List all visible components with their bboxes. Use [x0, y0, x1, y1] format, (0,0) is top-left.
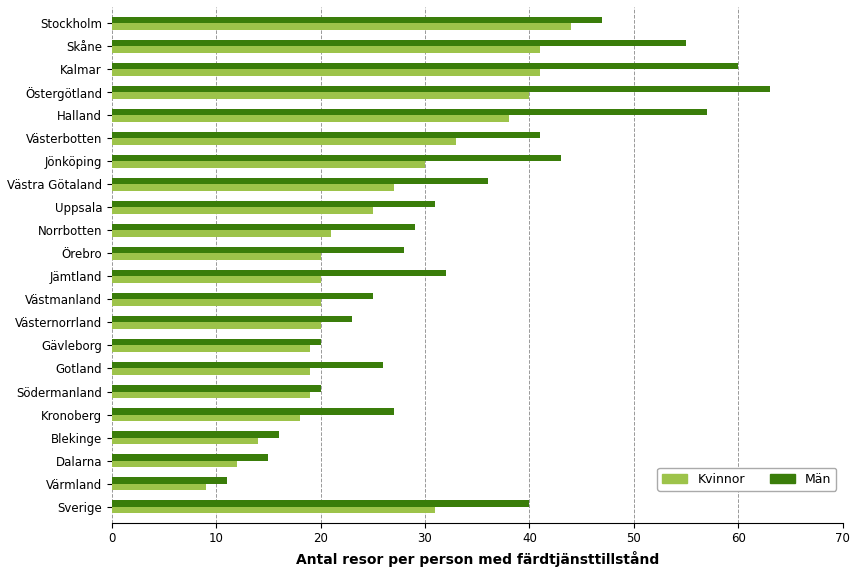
- Bar: [111, 108, 707, 115]
- Bar: [111, 385, 321, 391]
- Bar: [111, 431, 279, 437]
- Bar: [111, 339, 321, 346]
- Bar: [111, 477, 226, 484]
- Bar: [111, 293, 373, 300]
- Bar: [111, 69, 540, 76]
- Bar: [111, 414, 300, 421]
- Bar: [111, 63, 738, 69]
- Bar: [111, 323, 321, 329]
- Bar: [111, 484, 206, 490]
- X-axis label: Antal resor per person med färdtjänsttillstånd: Antal resor per person med färdtjänsttil…: [296, 551, 659, 567]
- Bar: [111, 507, 435, 513]
- Bar: [111, 369, 310, 375]
- Bar: [111, 86, 770, 92]
- Bar: [111, 178, 488, 184]
- Bar: [111, 224, 415, 230]
- Bar: [111, 300, 321, 306]
- Bar: [111, 454, 268, 460]
- Bar: [111, 316, 352, 323]
- Bar: [111, 362, 383, 369]
- Bar: [111, 155, 560, 161]
- Legend: Kvinnor, Män: Kvinnor, Män: [657, 468, 836, 491]
- Bar: [111, 207, 373, 214]
- Bar: [111, 247, 405, 253]
- Bar: [111, 161, 425, 168]
- Bar: [111, 408, 393, 414]
- Bar: [111, 437, 258, 444]
- Bar: [111, 391, 310, 398]
- Bar: [111, 46, 540, 53]
- Bar: [111, 184, 393, 191]
- Bar: [111, 270, 446, 276]
- Bar: [111, 132, 540, 138]
- Bar: [111, 23, 571, 29]
- Bar: [111, 230, 331, 236]
- Bar: [111, 40, 686, 46]
- Bar: [111, 460, 237, 467]
- Bar: [111, 115, 508, 122]
- Bar: [111, 138, 456, 145]
- Bar: [111, 276, 321, 283]
- Bar: [111, 346, 310, 352]
- Bar: [111, 253, 321, 260]
- Bar: [111, 92, 530, 99]
- Bar: [111, 500, 530, 507]
- Bar: [111, 17, 602, 23]
- Bar: [111, 201, 435, 207]
